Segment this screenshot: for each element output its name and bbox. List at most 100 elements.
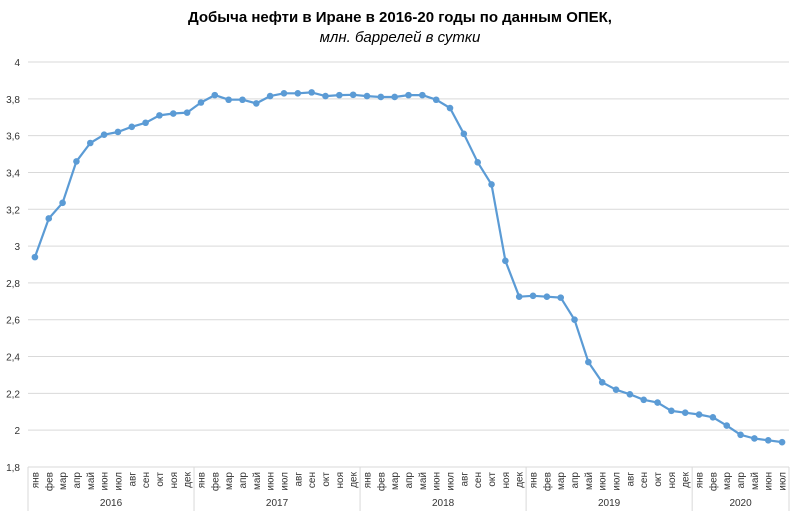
series-line [33, 91, 783, 444]
month-label: июл [612, 472, 623, 491]
data-point [612, 386, 620, 393]
y-tick-label: 3,4 [6, 168, 20, 179]
month-label: окт [487, 472, 498, 487]
month-label: дек [515, 471, 526, 487]
y-tick-label: 3,2 [6, 205, 20, 216]
data-point [225, 96, 232, 104]
data-point [211, 91, 219, 99]
data-point [405, 91, 412, 99]
data-point [529, 292, 537, 300]
month-label: июн [100, 472, 111, 491]
data-point [349, 91, 357, 99]
month-label: дек [183, 471, 194, 487]
month-label: мар [390, 472, 401, 490]
data-point [488, 181, 495, 188]
data-point [294, 89, 302, 97]
month-label: авг [625, 472, 636, 487]
month-label: янв [529, 472, 540, 488]
month-label: фев [375, 472, 387, 491]
data-point [640, 396, 648, 404]
month-label: янв [196, 472, 207, 488]
month-label: ноя [335, 472, 346, 489]
month-label: фев [43, 472, 55, 491]
month-label: авг [459, 472, 470, 487]
data-point [169, 110, 177, 117]
data-point [474, 159, 481, 166]
data-point [322, 92, 329, 100]
y-tick-label: 2,2 [6, 389, 20, 400]
data-point [557, 294, 564, 301]
data-point [391, 93, 398, 101]
data-point [308, 89, 315, 96]
year-label: 2016 [100, 498, 123, 509]
month-label: май [418, 472, 429, 490]
data-point [543, 293, 551, 301]
month-label: окт [653, 472, 664, 487]
month-label: апр [570, 472, 581, 489]
data-point [502, 257, 509, 265]
month-label: сен [141, 472, 152, 488]
month-label: ноя [169, 472, 180, 489]
month-label: янв [695, 472, 706, 488]
month-label: янв [30, 472, 41, 488]
data-point [252, 100, 260, 107]
data-point [45, 215, 53, 222]
y-tick-label: 3,6 [6, 132, 20, 143]
year-label: 2018 [432, 498, 455, 509]
data-point [377, 93, 385, 101]
data-point [336, 91, 343, 99]
data-point [695, 411, 703, 418]
y-tick-label: 3 [14, 242, 20, 253]
month-label: июл [778, 472, 789, 491]
data-point [432, 96, 440, 104]
y-tick-label: 2,8 [6, 279, 20, 290]
month-label: фев [707, 472, 719, 491]
data-point [419, 91, 426, 99]
month-label: дек [349, 471, 360, 487]
month-label: июн [266, 472, 277, 491]
data-point [585, 358, 592, 366]
data-point [598, 379, 606, 386]
y-tick-label: 4 [14, 58, 20, 69]
month-label: окт [321, 472, 332, 487]
data-point [723, 422, 731, 429]
year-label: 2020 [729, 498, 752, 509]
month-label: мар [58, 472, 69, 490]
data-point [280, 89, 288, 97]
data-point [446, 104, 454, 112]
data-point [59, 199, 66, 207]
chart-title: Добыча нефти в Иране в 2016-20 годы по д… [188, 9, 612, 26]
month-label: июл [113, 472, 124, 491]
y-tick-label: 2 [14, 426, 20, 437]
y-tick-label: 1,8 [6, 463, 20, 474]
data-point [363, 92, 371, 100]
month-label: сен [307, 472, 318, 488]
data-point [128, 123, 136, 131]
data-point [197, 99, 205, 106]
data-point [668, 407, 675, 415]
y-tick-label: 2,6 [6, 316, 20, 327]
y-tick-label: 3,8 [6, 95, 20, 106]
month-label: ноя [501, 472, 512, 489]
month-label: июл [446, 472, 457, 491]
data-point [460, 130, 468, 138]
month-label: мар [556, 472, 567, 490]
month-label: сен [639, 472, 650, 488]
month-label: мар [224, 472, 235, 490]
data-point [571, 316, 578, 324]
data-point [114, 128, 122, 136]
month-label: апр [72, 472, 83, 489]
month-label: апр [238, 472, 249, 489]
month-label: май [750, 472, 761, 490]
month-label: май [86, 472, 97, 490]
data-point [156, 112, 163, 119]
data-point [31, 253, 39, 261]
month-label: апр [736, 472, 747, 489]
data-point [73, 158, 80, 165]
data-point [142, 119, 149, 127]
chart-subtitle: млн. баррелей в сутки [319, 29, 481, 46]
month-label: фев [209, 472, 221, 491]
year-label: 2017 [266, 498, 289, 509]
month-label: окт [155, 472, 166, 487]
